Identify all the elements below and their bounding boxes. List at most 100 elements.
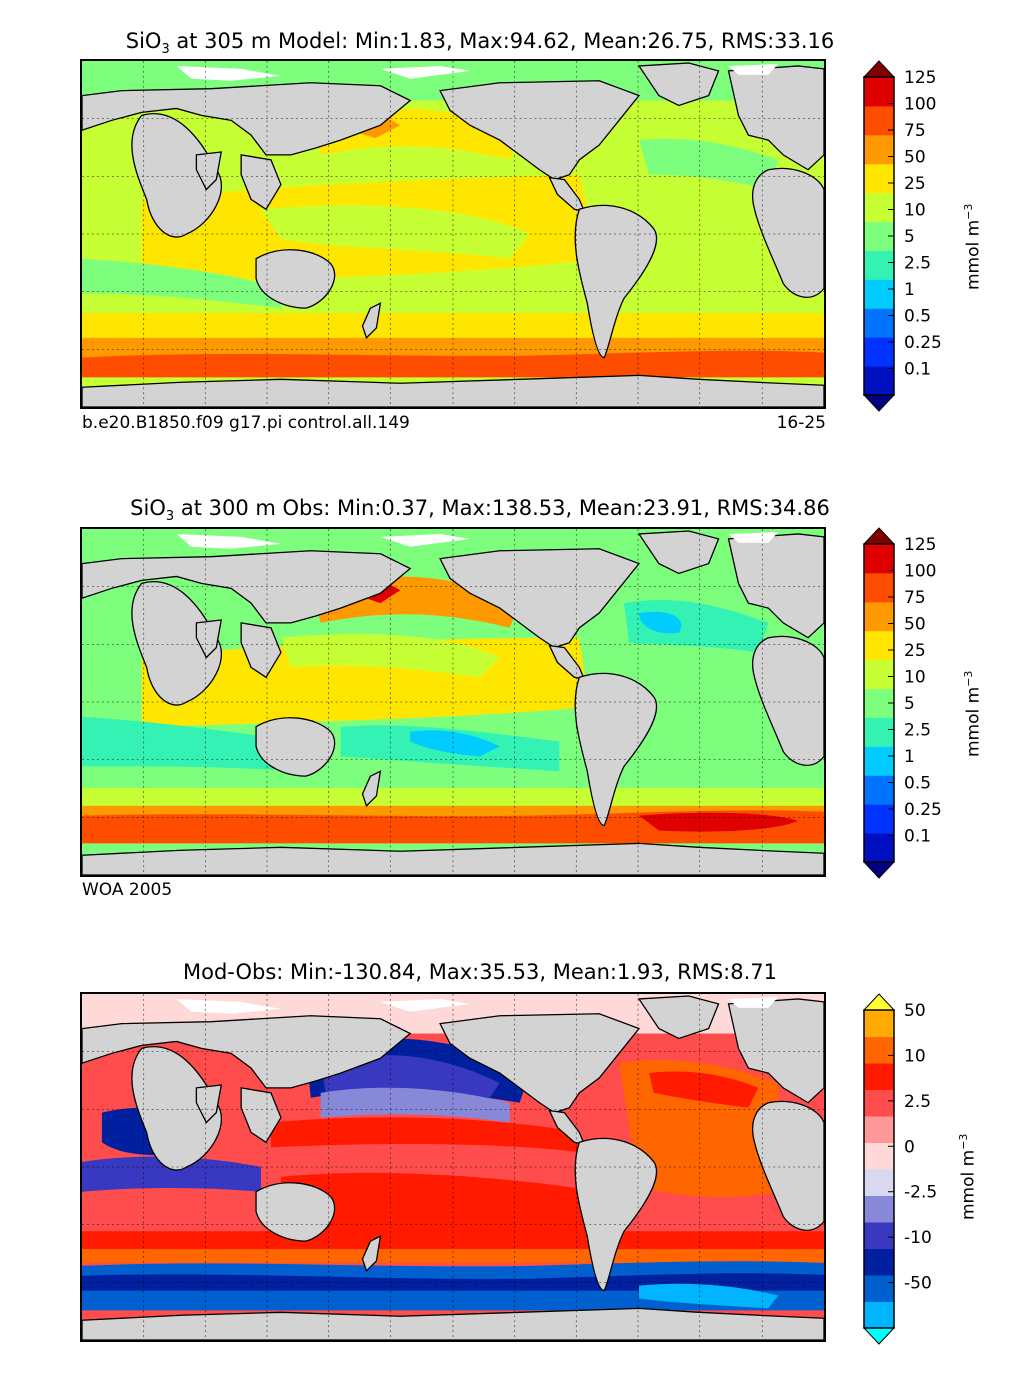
- diff-map: [80, 992, 826, 1342]
- diff-band-natl: [648, 1071, 759, 1108]
- obs-colorbar-tick-label: 25: [904, 641, 926, 661]
- diff-colorbar-swatch: [864, 1275, 894, 1302]
- diff-colorbar-tick-label: 50: [904, 1001, 926, 1021]
- model-colorbar-extend-max: [862, 60, 896, 78]
- obs-panel: SiO3 at 300 m Obs: Min:0.37, Max:138.53,…: [0, 492, 1014, 932]
- obs-colorbar-label: mmol m−3: [962, 670, 984, 757]
- model-colorbar-swatch: [864, 279, 894, 309]
- model-band-so1: [82, 313, 824, 341]
- diff-colorbar-swatch: [864, 1195, 894, 1223]
- obs-colorbar-swatch: [864, 572, 894, 603]
- obs-colorbar-tick-label: 0.5: [904, 774, 931, 794]
- obs-colorbar-swatch: [864, 833, 894, 863]
- diff-colorbar: -50 -10 -2.5 0 2.5 10 50: [862, 993, 937, 1345]
- diff-band-npac2: [320, 1055, 500, 1098]
- model-colorbar-swatch: [864, 134, 894, 165]
- obs-colorbar-swatch: [864, 601, 894, 632]
- model-map: [80, 59, 826, 409]
- diff-colorbar-swatch: [864, 1116, 894, 1143]
- model-colorbar-tick-label: 25: [904, 174, 926, 194]
- obs-band-indian: [82, 716, 301, 772]
- model-colorbar-tick-label: 125: [904, 68, 936, 88]
- model-colorbar-swatch: [864, 308, 894, 338]
- diff-colorbar-swatch: [864, 1248, 894, 1276]
- obs-colorbar-tick-label: 100: [904, 562, 936, 582]
- diff-colorbar-swatch: [864, 1036, 894, 1064]
- obs-colorbar-swatch: [864, 746, 894, 776]
- diff-colorbar-tick-label: 2.5: [904, 1092, 931, 1112]
- obs-colorbar-tick-label: 50: [904, 615, 926, 635]
- obs-colorbar-swatch: [864, 630, 894, 661]
- obs-colorbar-tick-label: 125: [904, 535, 936, 555]
- diff-band-spac: [280, 1172, 600, 1245]
- model-colorbar-tick-label: 0.1: [904, 360, 931, 380]
- diff-colorbar-swatch: [864, 1222, 894, 1249]
- obs-colorbar-swatch: [864, 659, 894, 690]
- diff-colorbar-swatch: [864, 1301, 894, 1329]
- diff-colorbar-tick-label: -2.5: [904, 1183, 937, 1203]
- diff-colorbar-swatch: [864, 1089, 894, 1117]
- model-gridlines: [82, 61, 824, 407]
- model-colorbar-swatch: [864, 105, 894, 136]
- obs-colorbar-swatch: [864, 775, 894, 805]
- diff-colorbar-tick-label: 10: [904, 1046, 926, 1066]
- diff-colorbar-tick-label: -10: [904, 1228, 932, 1248]
- obs-band-nacw: [638, 611, 682, 634]
- model-colorbar-swatch: [864, 250, 894, 280]
- obs-colorbar: 0.1 0.25 0.5 1 2.5 5 10 25 50 75 100 125: [862, 527, 942, 879]
- diff-band-eqpac: [270, 1117, 580, 1153]
- model-band-tropics: [261, 205, 530, 259]
- model-colorbar-tick-label: 50: [904, 148, 926, 168]
- diff-gridlines: [82, 994, 824, 1340]
- obs-band-low: [410, 730, 500, 757]
- diff-band-mid: [320, 1087, 510, 1123]
- model-colorbar-swatch: [864, 77, 894, 107]
- model-band-indian: [82, 258, 281, 309]
- obs-colorbar-swatch: [864, 544, 894, 574]
- model-colorbar: 0.1 0.25 0.5 1 2.5 5 10 25 50 75 100 125: [862, 60, 942, 412]
- obs-map: [80, 527, 826, 877]
- model-colorbar-extend-min: [862, 394, 896, 412]
- obs-caption-left: WOA 2005: [82, 880, 173, 900]
- diff-colorbar-swatch: [864, 1063, 894, 1090]
- obs-colorbar-tick-label: 0.1: [904, 827, 931, 847]
- diff-colorbar-tick-label: -50: [904, 1274, 932, 1294]
- model-colorbar-tick-label: 0.25: [904, 333, 942, 353]
- diff-colorbar-extend-min: [862, 1327, 896, 1345]
- model-title: SiO3 at 305 m Model: Min:1.83, Max:94.62…: [125, 29, 835, 58]
- model-caption-left: b.e20.B1850.f09 g17.pi control.all.149: [82, 413, 410, 433]
- obs-gridlines: [82, 529, 824, 875]
- obs-colorbar-swatch: [864, 717, 894, 747]
- model-colorbar-tick-label: 2.5: [904, 254, 931, 274]
- model-colorbar-swatch: [864, 192, 894, 223]
- diff-band-so-cyan: [638, 1283, 779, 1309]
- model-colorbar-tick-label: 10: [904, 201, 926, 221]
- obs-colorbar-tick-label: 2.5: [904, 721, 931, 741]
- obs-colorbar-extend-max: [862, 527, 896, 545]
- diff-panel: Mod-Obs: Min:-130.84, Max:35.53, Mean:1.…: [0, 958, 1014, 1398]
- diff-colorbar-label: mmol m−3: [957, 1133, 979, 1220]
- model-colorbar-tick-label: 0.5: [904, 307, 931, 327]
- model-colorbar-swatch: [864, 366, 894, 396]
- diff-title: Mod-Obs: Min:-130.84, Max:35.53, Mean:1.…: [183, 960, 777, 984]
- diff-colorbar-extend-max: [862, 993, 896, 1011]
- model-panel: SiO3 at 305 m Model: Min:1.83, Max:94.62…: [0, 25, 1014, 465]
- model-caption-right: 16-25: [776, 413, 826, 433]
- model-colorbar-label: mmol m−3: [962, 203, 984, 290]
- model-colorbar-tick-label: 75: [904, 121, 926, 141]
- model-colorbar-tick-label: 1: [904, 280, 915, 300]
- model-colorbar-tick-label: 100: [904, 95, 936, 115]
- obs-colorbar-tick-label: 5: [904, 694, 915, 714]
- diff-band-so-orange: [82, 1249, 824, 1263]
- diff-colorbar-swatch: [864, 1010, 894, 1037]
- obs-colorbar-tick-label: 1: [904, 747, 915, 767]
- model-colorbar-swatch: [864, 163, 894, 194]
- model-colorbar-tick-label: 5: [904, 227, 915, 247]
- obs-colorbar-tick-label: 75: [904, 588, 926, 608]
- obs-colorbar-extend-min: [862, 861, 896, 879]
- diff-colorbar-swatch: [864, 1142, 894, 1170]
- obs-colorbar-tick-label: 10: [904, 668, 926, 688]
- obs-colorbar-tick-label: 0.25: [904, 800, 942, 820]
- diff-band-indian: [82, 1156, 262, 1192]
- obs-title: SiO3 at 300 m Obs: Min:0.37, Max:138.53,…: [130, 496, 830, 525]
